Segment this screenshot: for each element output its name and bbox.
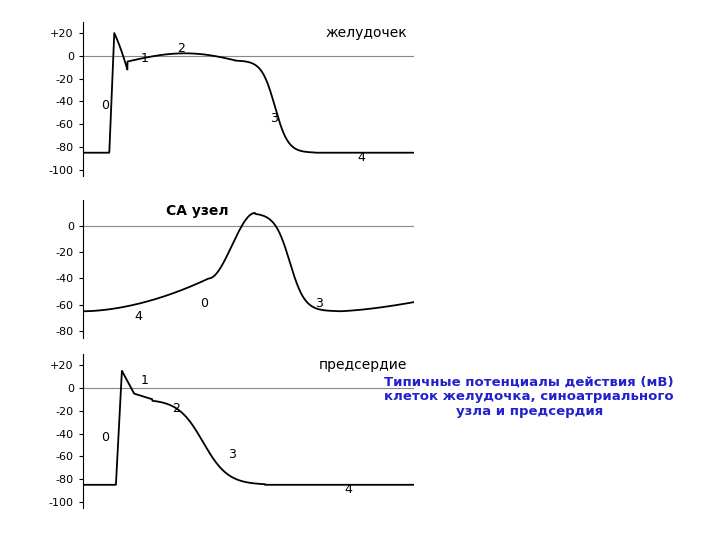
- Text: 2: 2: [172, 402, 180, 415]
- Text: 0: 0: [101, 431, 109, 444]
- Text: 3: 3: [228, 448, 236, 461]
- Text: СА узел: СА узел: [166, 204, 228, 218]
- Text: предсердие: предсердие: [319, 359, 408, 372]
- Text: 0: 0: [200, 297, 208, 310]
- Text: 4: 4: [344, 483, 352, 496]
- Text: 1: 1: [141, 52, 148, 65]
- Text: 1: 1: [141, 374, 148, 388]
- Text: 2: 2: [177, 42, 185, 56]
- Text: 3: 3: [315, 297, 323, 310]
- Text: 3: 3: [270, 112, 278, 125]
- Text: желудочек: желудочек: [325, 26, 408, 40]
- Text: 4: 4: [134, 309, 142, 322]
- Text: Типичные потенциалы действия (мВ)
клеток желудочка, синоатриального
узла и предс: Типичные потенциалы действия (мВ) клеток…: [384, 375, 674, 418]
- Text: 0: 0: [101, 99, 109, 112]
- Text: 4: 4: [358, 151, 366, 164]
